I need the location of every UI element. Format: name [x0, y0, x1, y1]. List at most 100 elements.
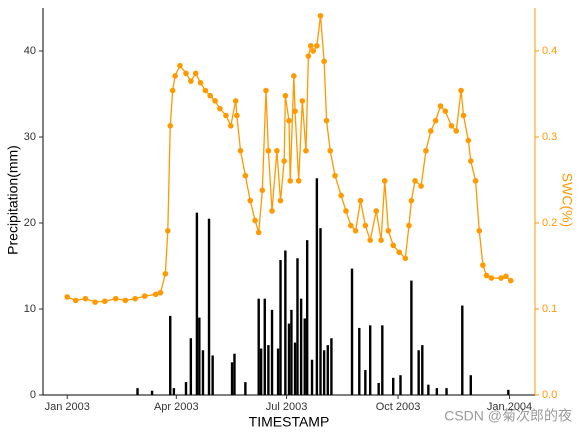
point [390, 242, 397, 249]
y-tick-label: 30 [24, 131, 36, 143]
bar [195, 212, 199, 395]
point [228, 123, 234, 129]
point [348, 222, 354, 229]
y-tick-label: 10 [24, 303, 36, 315]
bar [244, 382, 247, 395]
point [327, 147, 334, 154]
point [338, 192, 344, 199]
line [66, 15, 512, 303]
point [255, 229, 262, 236]
point [321, 58, 327, 65]
watermark: CSDN @菊次郎的夜 [444, 408, 572, 424]
bar [358, 327, 361, 395]
point [378, 237, 384, 243]
point [385, 227, 392, 234]
point [167, 123, 174, 129]
point [234, 112, 240, 119]
y2-tick-label: 0.3 [542, 131, 557, 143]
point [277, 197, 284, 204]
bar [296, 258, 299, 395]
point [263, 87, 269, 94]
bar [290, 309, 293, 395]
point [132, 295, 138, 302]
bar [207, 218, 211, 395]
point [437, 103, 444, 109]
bar [445, 388, 448, 395]
point [427, 128, 434, 134]
point [448, 123, 455, 129]
point [465, 137, 472, 144]
bar [287, 323, 291, 395]
y2-tick-label: 0.1 [542, 303, 557, 315]
point [188, 78, 194, 84]
bar [276, 348, 280, 395]
point [412, 178, 418, 184]
x-tick-label: Jul 2003 [266, 401, 308, 413]
point [252, 217, 258, 224]
bar [421, 345, 424, 395]
bar [198, 317, 201, 395]
bar [299, 298, 303, 395]
bar [305, 240, 309, 395]
point [310, 48, 317, 54]
bar [326, 345, 329, 395]
point [64, 294, 71, 300]
bar [136, 388, 139, 395]
point [498, 275, 504, 281]
point [442, 108, 449, 114]
point [418, 183, 424, 189]
point [72, 297, 79, 304]
point [408, 197, 415, 204]
bar [169, 315, 172, 395]
point [259, 187, 266, 194]
y-axis-label: Precipitation(mm) [5, 145, 21, 255]
bar [330, 338, 333, 395]
point [217, 105, 223, 112]
point [458, 87, 464, 94]
point [197, 80, 204, 86]
bar [267, 345, 270, 395]
bar [469, 375, 472, 395]
point [467, 158, 474, 164]
y2-tick-label: 0.0 [542, 389, 557, 401]
point [373, 208, 380, 214]
x-tick-label: Apr 2003 [154, 401, 199, 413]
x-tick-label: Jan 2003 [45, 401, 90, 413]
bar [303, 318, 306, 395]
point [237, 147, 244, 154]
bar [381, 325, 384, 395]
y-tick-label: 40 [24, 45, 36, 57]
bar [201, 350, 205, 395]
point [172, 73, 178, 79]
point [192, 70, 199, 77]
point [480, 262, 486, 268]
bar [150, 390, 154, 395]
point [323, 117, 330, 124]
point [112, 295, 119, 302]
point [152, 291, 159, 298]
point [381, 178, 388, 184]
y-tick-label: 0 [30, 389, 36, 401]
point [453, 128, 460, 134]
bar [461, 305, 464, 395]
bar [184, 382, 188, 395]
bar [233, 353, 236, 395]
bar [279, 259, 282, 395]
point [503, 273, 509, 280]
point [183, 70, 189, 77]
point [282, 92, 289, 99]
y2-tick-label: 0.4 [542, 45, 557, 57]
bar [392, 377, 395, 395]
point [141, 293, 148, 299]
bar [507, 389, 510, 395]
point [423, 147, 429, 154]
point [352, 227, 359, 234]
point [483, 272, 490, 279]
bar [427, 384, 430, 395]
point [460, 112, 467, 119]
bar [293, 342, 297, 395]
point [212, 98, 218, 104]
point [367, 237, 373, 243]
bar [284, 250, 287, 395]
